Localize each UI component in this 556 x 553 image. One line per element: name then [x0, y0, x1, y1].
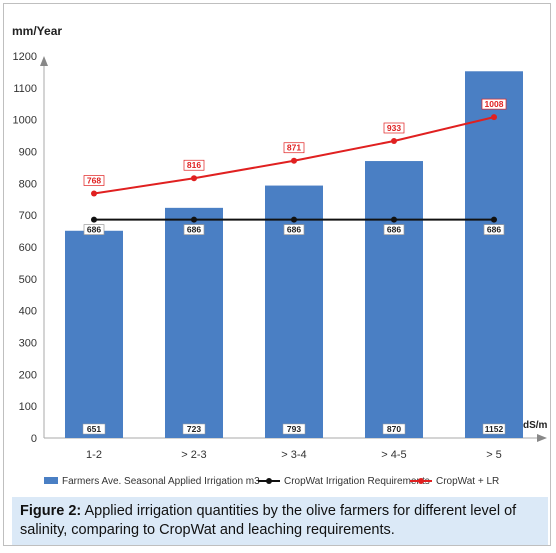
- caption-text: Applied irrigation quantities by the oli…: [20, 503, 517, 538]
- legend-label: Farmers Ave. Seasonal Applied Irrigation…: [62, 476, 260, 487]
- x-axis-title: dS/m: [523, 420, 548, 431]
- y-axis-arrow: [40, 56, 48, 66]
- x-axis-arrow: [537, 434, 547, 442]
- y-tick-label: 500: [19, 274, 37, 286]
- bar-data-label-box: [182, 423, 206, 435]
- y-tick-label: 200: [19, 369, 37, 381]
- y-tick-label: 700: [19, 210, 37, 222]
- x-tick-label: > 4-5: [381, 449, 406, 461]
- point-data-label: 933: [387, 123, 401, 133]
- point-data-label-box: [183, 224, 205, 235]
- legend-swatch-bar: [44, 477, 58, 484]
- y-tick-label: 600: [19, 242, 37, 254]
- bar: [265, 185, 323, 438]
- point-data-label-box: [383, 122, 405, 134]
- y-axis-title: mm/Year: [12, 24, 62, 38]
- caption-label: Figure 2:: [20, 503, 82, 519]
- point-data-label: 768: [87, 176, 101, 186]
- bar-data-label-box: [382, 423, 406, 435]
- y-tick-label: 300: [19, 338, 37, 350]
- series-point: [391, 216, 397, 223]
- y-axis-ticks: 0 100 200 300 400 500 600 700 800 900 1000 1100 1200: [13, 51, 37, 445]
- bar-data-label: 1152: [485, 424, 504, 434]
- point-data-label: 1008: [485, 99, 504, 109]
- series-point: [91, 216, 97, 223]
- series-line: [93, 116, 495, 195]
- y-tick-label: 1100: [13, 83, 37, 95]
- point-data-label-box: [83, 175, 105, 186]
- point-data-label: 816: [187, 160, 201, 170]
- point-data-label: 686: [487, 225, 501, 235]
- figure-frame: mm/Year 0 100 200 300 400 500 600 700 800 900 1000…: [3, 3, 551, 546]
- point-data-label-box: [483, 224, 505, 235]
- point-data-label: 871: [287, 143, 301, 153]
- y-tick-label: 800: [19, 178, 37, 190]
- y-tick-label: 1200: [13, 51, 37, 63]
- bar: [65, 230, 123, 438]
- series-point: [191, 175, 197, 182]
- x-tick-label: > 3-4: [281, 449, 306, 461]
- y-tick-label: 0: [31, 433, 37, 445]
- series-point: [191, 216, 197, 223]
- point-data-label: 686: [387, 225, 401, 235]
- x-tick-label: > 2-3: [181, 449, 206, 461]
- chart: mm/Year 0 100 200 300 400 500 600 700 800 900 1000…: [12, 24, 548, 487]
- point-data-label-box: [283, 224, 305, 235]
- bars-group: 651 723 793 870 1152: [65, 71, 523, 439]
- point-data-label: 686: [87, 225, 101, 235]
- bar-data-label: 793: [287, 424, 301, 434]
- legend-swatch-marker: [266, 478, 272, 484]
- bar-data-label-box: [282, 423, 306, 435]
- series-point: [491, 216, 497, 223]
- x-tick-label: 1-2: [86, 449, 102, 461]
- y-tick-label: 100: [19, 401, 37, 413]
- y-tick-label: 1000: [13, 115, 37, 127]
- bar-data-label: 651: [87, 424, 101, 434]
- bar: [165, 207, 223, 438]
- lines-group: 686 686 686 686 686 768 816 871 933 1008: [83, 98, 507, 235]
- y-tick-label: 900: [19, 147, 37, 159]
- legend: Farmers Ave. Seasonal Applied Irrigation…: [44, 476, 499, 487]
- point-data-label-box: [183, 159, 205, 171]
- series-point: [491, 114, 497, 121]
- point-data-label: 686: [187, 225, 201, 235]
- series-point: [91, 190, 97, 197]
- point-data-label-box: [383, 224, 405, 235]
- y-tick-label: 400: [19, 306, 37, 318]
- x-tick-label: > 5: [486, 449, 502, 461]
- legend-label: CropWat Irrigation Requirements: [284, 476, 430, 487]
- bar-data-label: 870: [387, 424, 401, 434]
- category-labels: 1-2 > 2-3 > 3-4 > 4-5 > 5: [86, 449, 502, 461]
- bar-data-label: 723: [187, 424, 201, 434]
- point-data-label-box: [283, 142, 305, 154]
- bar: [365, 161, 423, 439]
- bar-data-label-box: [82, 423, 106, 435]
- series-point: [291, 157, 297, 164]
- point-data-label-box: [83, 224, 105, 235]
- legend-swatch-marker: [418, 478, 424, 484]
- legend-label: CropWat + LR: [436, 476, 499, 487]
- point-data-label-box: [481, 98, 507, 110]
- series-point: [391, 137, 397, 144]
- bar-data-label-box: [482, 423, 506, 435]
- series-point: [291, 216, 297, 223]
- point-data-label: 686: [287, 225, 301, 235]
- figure-caption: Figure 2: Applied irrigation quantities …: [12, 497, 548, 545]
- bar: [465, 71, 523, 438]
